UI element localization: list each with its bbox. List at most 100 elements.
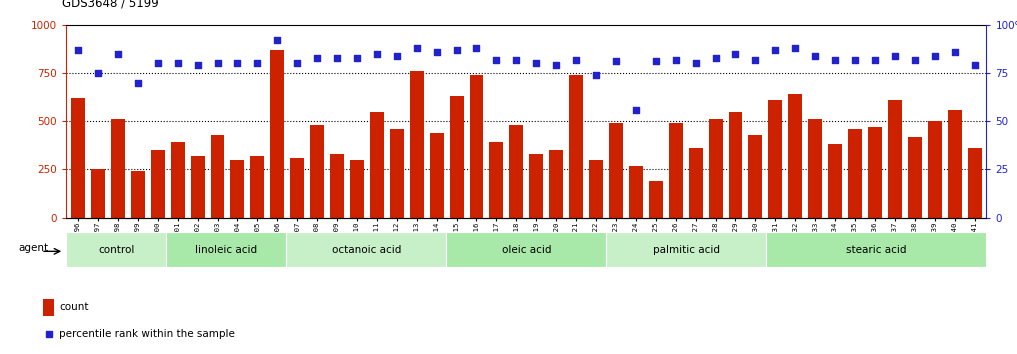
Text: count: count — [59, 302, 88, 312]
Point — [588, 72, 604, 78]
Point — [866, 57, 883, 62]
Point — [409, 45, 425, 51]
Point — [428, 49, 444, 55]
Bar — [589, 160, 603, 218]
Point — [309, 55, 325, 61]
Bar — [809, 119, 822, 218]
Bar — [111, 119, 125, 218]
Bar — [549, 150, 563, 218]
Text: GDS3648 / 5199: GDS3648 / 5199 — [61, 0, 159, 9]
Point — [229, 61, 245, 66]
Point — [508, 57, 525, 62]
Point — [349, 55, 365, 61]
Bar — [609, 123, 623, 218]
Point — [89, 70, 106, 76]
Bar — [709, 119, 722, 218]
Point — [328, 55, 345, 61]
Point — [608, 59, 624, 64]
Point — [947, 49, 963, 55]
Bar — [350, 160, 364, 218]
Text: agent: agent — [18, 243, 49, 253]
Point — [110, 51, 126, 57]
Text: oleic acid: oleic acid — [501, 245, 551, 255]
Bar — [171, 142, 185, 218]
Bar — [390, 129, 404, 218]
Point — [887, 53, 903, 58]
Bar — [728, 112, 742, 218]
Bar — [286, 232, 446, 267]
Bar — [211, 135, 225, 218]
Point — [827, 57, 843, 62]
Point — [747, 57, 764, 62]
Bar — [828, 144, 842, 218]
Bar — [928, 121, 942, 218]
Bar — [450, 96, 464, 218]
Bar — [689, 148, 703, 218]
Point — [488, 57, 504, 62]
Bar — [848, 129, 862, 218]
Bar — [769, 100, 782, 218]
Bar — [231, 160, 244, 218]
Bar — [629, 166, 643, 218]
Bar — [71, 98, 85, 218]
Point — [189, 62, 205, 68]
Point — [369, 51, 385, 57]
Text: control: control — [98, 245, 134, 255]
Bar — [649, 181, 663, 218]
Text: octanoic acid: octanoic acid — [332, 245, 401, 255]
Bar — [606, 232, 767, 267]
Text: linoleic acid: linoleic acid — [195, 245, 257, 255]
Bar — [788, 94, 802, 218]
Point — [528, 61, 544, 66]
Bar — [66, 232, 166, 267]
Point — [170, 61, 186, 66]
Point — [130, 80, 146, 85]
Bar — [767, 232, 986, 267]
Point — [70, 47, 86, 53]
Point — [388, 53, 405, 58]
Bar — [190, 156, 204, 218]
Bar — [44, 299, 54, 316]
Bar — [948, 110, 962, 218]
Bar — [271, 50, 284, 218]
Point — [448, 47, 465, 53]
Point — [807, 53, 824, 58]
Point — [727, 51, 743, 57]
Point — [149, 61, 166, 66]
Text: percentile rank within the sample: percentile rank within the sample — [59, 330, 235, 339]
Point — [627, 107, 644, 113]
Bar — [151, 150, 165, 218]
Point — [210, 61, 226, 66]
Point — [687, 61, 704, 66]
Point — [966, 62, 982, 68]
Bar — [131, 171, 144, 218]
Bar — [166, 232, 286, 267]
Point — [787, 45, 803, 51]
Bar — [967, 148, 981, 218]
Bar — [570, 75, 583, 218]
Bar — [290, 158, 304, 218]
Point — [667, 57, 683, 62]
Text: stearic acid: stearic acid — [846, 245, 907, 255]
Bar — [429, 133, 443, 218]
Point — [249, 61, 265, 66]
Bar — [331, 154, 344, 218]
Point — [708, 55, 724, 61]
Text: palmitic acid: palmitic acid — [653, 245, 720, 255]
Bar — [868, 127, 882, 218]
Bar — [470, 75, 483, 218]
Point — [270, 38, 286, 43]
Bar — [529, 154, 543, 218]
Point — [847, 57, 863, 62]
Bar — [510, 125, 524, 218]
Point — [548, 62, 564, 68]
Bar — [669, 123, 682, 218]
Point — [567, 57, 584, 62]
Point — [767, 47, 783, 53]
Bar — [446, 232, 606, 267]
Bar — [370, 112, 383, 218]
Point — [289, 61, 305, 66]
Bar — [310, 125, 324, 218]
Bar — [749, 135, 763, 218]
Bar — [91, 170, 105, 218]
